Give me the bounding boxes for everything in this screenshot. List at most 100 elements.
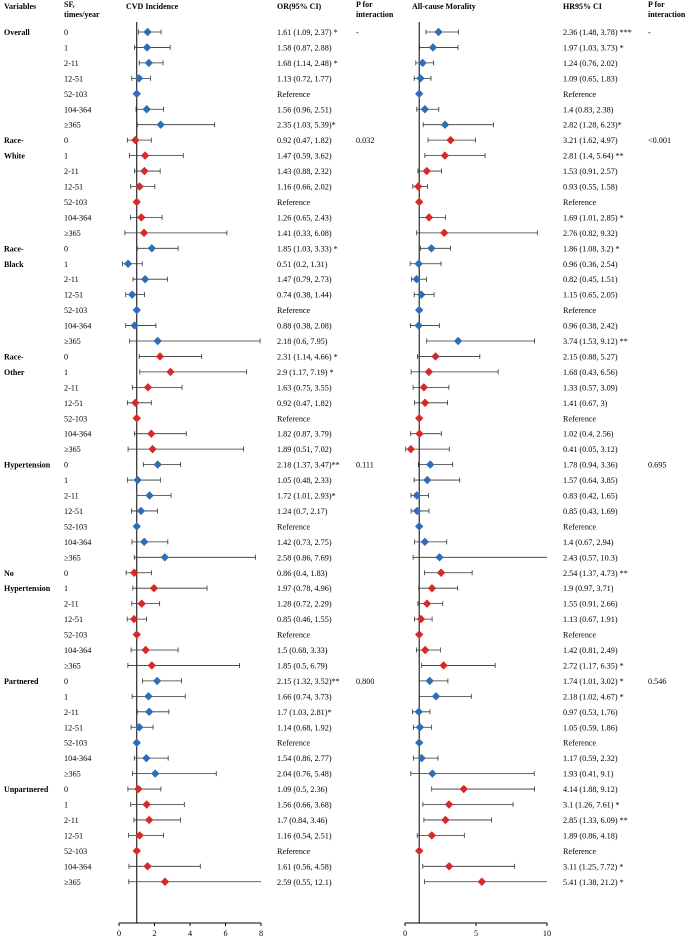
- cvd-tick-label: 0: [117, 929, 121, 938]
- acm-point: [420, 398, 430, 407]
- hr-ci-text: 0.82 (0.45, 1.51): [563, 275, 618, 284]
- or-ci-text: 1.42 (0.73, 2.75): [277, 538, 332, 547]
- acm-point: [417, 753, 426, 763]
- group-label-overall: Overall: [4, 28, 31, 37]
- acm-point: [415, 197, 424, 207]
- sf-label: 52-103: [64, 847, 87, 856]
- hr-ci-text: 1.33 (0.57, 3.09): [563, 383, 618, 392]
- cvd-point: [153, 336, 162, 346]
- or-ci-text: Reference: [277, 198, 311, 207]
- hr-ci-text: 3.74 (1.53, 9.12) **: [563, 337, 628, 346]
- or-ci-text: 1.16 (0.66, 2.02): [277, 183, 332, 192]
- acm-point: [414, 321, 423, 330]
- sf-label: 0: [64, 352, 68, 361]
- hr-ci-text: 0.96 (0.36, 2.54): [563, 260, 618, 269]
- or-ci-text: Reference: [277, 522, 311, 531]
- or-ci-text: 1.82 (0.87, 3.79): [277, 430, 332, 439]
- acm-point: [415, 89, 424, 98]
- or-ci-text: 1.43 (0.88, 2.32): [277, 167, 332, 176]
- hr-ci-text: 0.83 (0.42, 1.65): [563, 492, 618, 501]
- p-interaction-acm-overall: -: [648, 28, 651, 37]
- hr-ci-text: 1.74 (1.01, 3.02) *: [563, 677, 624, 686]
- cvd-tick-label: 8: [259, 929, 263, 938]
- or-ci-text: 1.58 (0.87, 2.88): [277, 43, 332, 52]
- hr-ci-text: Reference: [563, 90, 597, 99]
- hr-ci-text: 4.14 (1.88, 9.12): [563, 785, 618, 794]
- sf-label: ≥365: [64, 878, 81, 887]
- sf-label: 1: [64, 368, 68, 377]
- acm-point: [415, 738, 424, 747]
- acm-point: [424, 367, 434, 377]
- acm-point: [420, 537, 430, 547]
- sf-label: 12-51: [64, 74, 83, 83]
- or-ci-text: 2.9 (1.17, 7.19) *: [277, 368, 334, 377]
- cvd-point: [142, 43, 152, 52]
- or-ci-text: 1.61 (1.09, 2.37) *: [277, 28, 338, 37]
- sf-label: ≥365: [64, 229, 81, 238]
- or-ci-text: 1.47 (0.59, 3.62): [277, 152, 332, 161]
- sf-label: 2-11: [64, 275, 79, 284]
- hr-ci-text: 2.81 (1.4, 5.64) **: [563, 152, 624, 161]
- cvd-tick-label: 4: [188, 929, 192, 938]
- cvd-point: [142, 800, 151, 809]
- group-label-no-hypertension: No: [4, 569, 14, 578]
- sf-label: 104-364: [64, 213, 91, 222]
- or-ci-text: 1.54 (0.86, 2.77): [277, 754, 332, 763]
- sf-label: 2-11: [64, 492, 79, 501]
- sf-label: ≥365: [64, 770, 81, 779]
- cvd-tick-label: 6: [223, 929, 227, 938]
- hr-ci-text: 0.85 (0.43, 1.69): [563, 507, 618, 516]
- cvd-point: [140, 151, 150, 160]
- acm-point: [427, 831, 437, 840]
- axes: 0 2 4 6 8 0 5 10: [117, 22, 551, 938]
- hr-ci-text: 2.15 (0.88, 5.27): [563, 352, 618, 361]
- cvd-point: [143, 27, 152, 37]
- or-ci-text: 1.66 (0.74, 3.73): [277, 692, 332, 701]
- sf-label: 52-103: [64, 414, 87, 423]
- cvd-point: [136, 506, 146, 516]
- or-ci-text: 0.92 (0.47, 1.82): [277, 399, 332, 408]
- cvd-point: [135, 182, 144, 191]
- acm-point: [431, 692, 441, 701]
- p-interaction-acm-race-white: <0.001: [648, 136, 671, 145]
- acm-point: [412, 491, 421, 500]
- cvd-point: [132, 522, 141, 531]
- p-interaction-cvd-hypertension: 0.111: [356, 461, 374, 470]
- acm-tick-label: 5: [474, 929, 478, 938]
- sf-label: 2-11: [64, 59, 79, 68]
- or-ci-text: 0.74 (0.38, 1.44): [277, 291, 332, 300]
- or-ci-text: 1.09 (0.5, 2.36): [277, 785, 328, 794]
- acm-point: [417, 290, 426, 299]
- cvd-point: [147, 661, 157, 670]
- cvd-point: [132, 738, 141, 747]
- acm-point: [415, 414, 424, 423]
- or-ci-text: Reference: [277, 414, 311, 423]
- or-ci-text: 1.61 (0.56, 4.58): [277, 862, 332, 871]
- cvd-point: [144, 692, 153, 701]
- acm-point: [415, 305, 424, 315]
- acm-point: [446, 135, 455, 145]
- acm-point: [412, 275, 421, 284]
- hr-ci-text: 1.42 (0.81, 2.49): [563, 646, 618, 655]
- hr-ci-text: 2.82 (1.28, 6.23)*: [563, 121, 622, 130]
- cvd-point: [133, 475, 142, 485]
- acm-point: [415, 630, 424, 639]
- cvd-point: [135, 831, 144, 840]
- sf-label: 1: [64, 476, 68, 485]
- acm-point: [422, 599, 432, 608]
- acm-point: [477, 877, 487, 886]
- cvd-point: [166, 367, 175, 377]
- sf-label: 52-103: [64, 306, 87, 315]
- acm-point: [415, 846, 424, 856]
- hr-ci-text: 1.4 (0.67, 2.94): [563, 538, 614, 547]
- sf-label: ≥365: [64, 553, 81, 562]
- group-label-race-black: Race-: [4, 244, 24, 253]
- cvd-point: [132, 846, 141, 856]
- sf-label: 104-364: [64, 646, 91, 655]
- or-ci-text: 0.51 (0.2, 1.31): [277, 260, 328, 269]
- hr-ci-text: 2.54 (1.37, 4.73) **: [563, 569, 628, 578]
- p-interaction-cvd-overall: -: [356, 28, 359, 37]
- cvd-point: [144, 707, 154, 716]
- or-ci-text: Reference: [277, 847, 311, 856]
